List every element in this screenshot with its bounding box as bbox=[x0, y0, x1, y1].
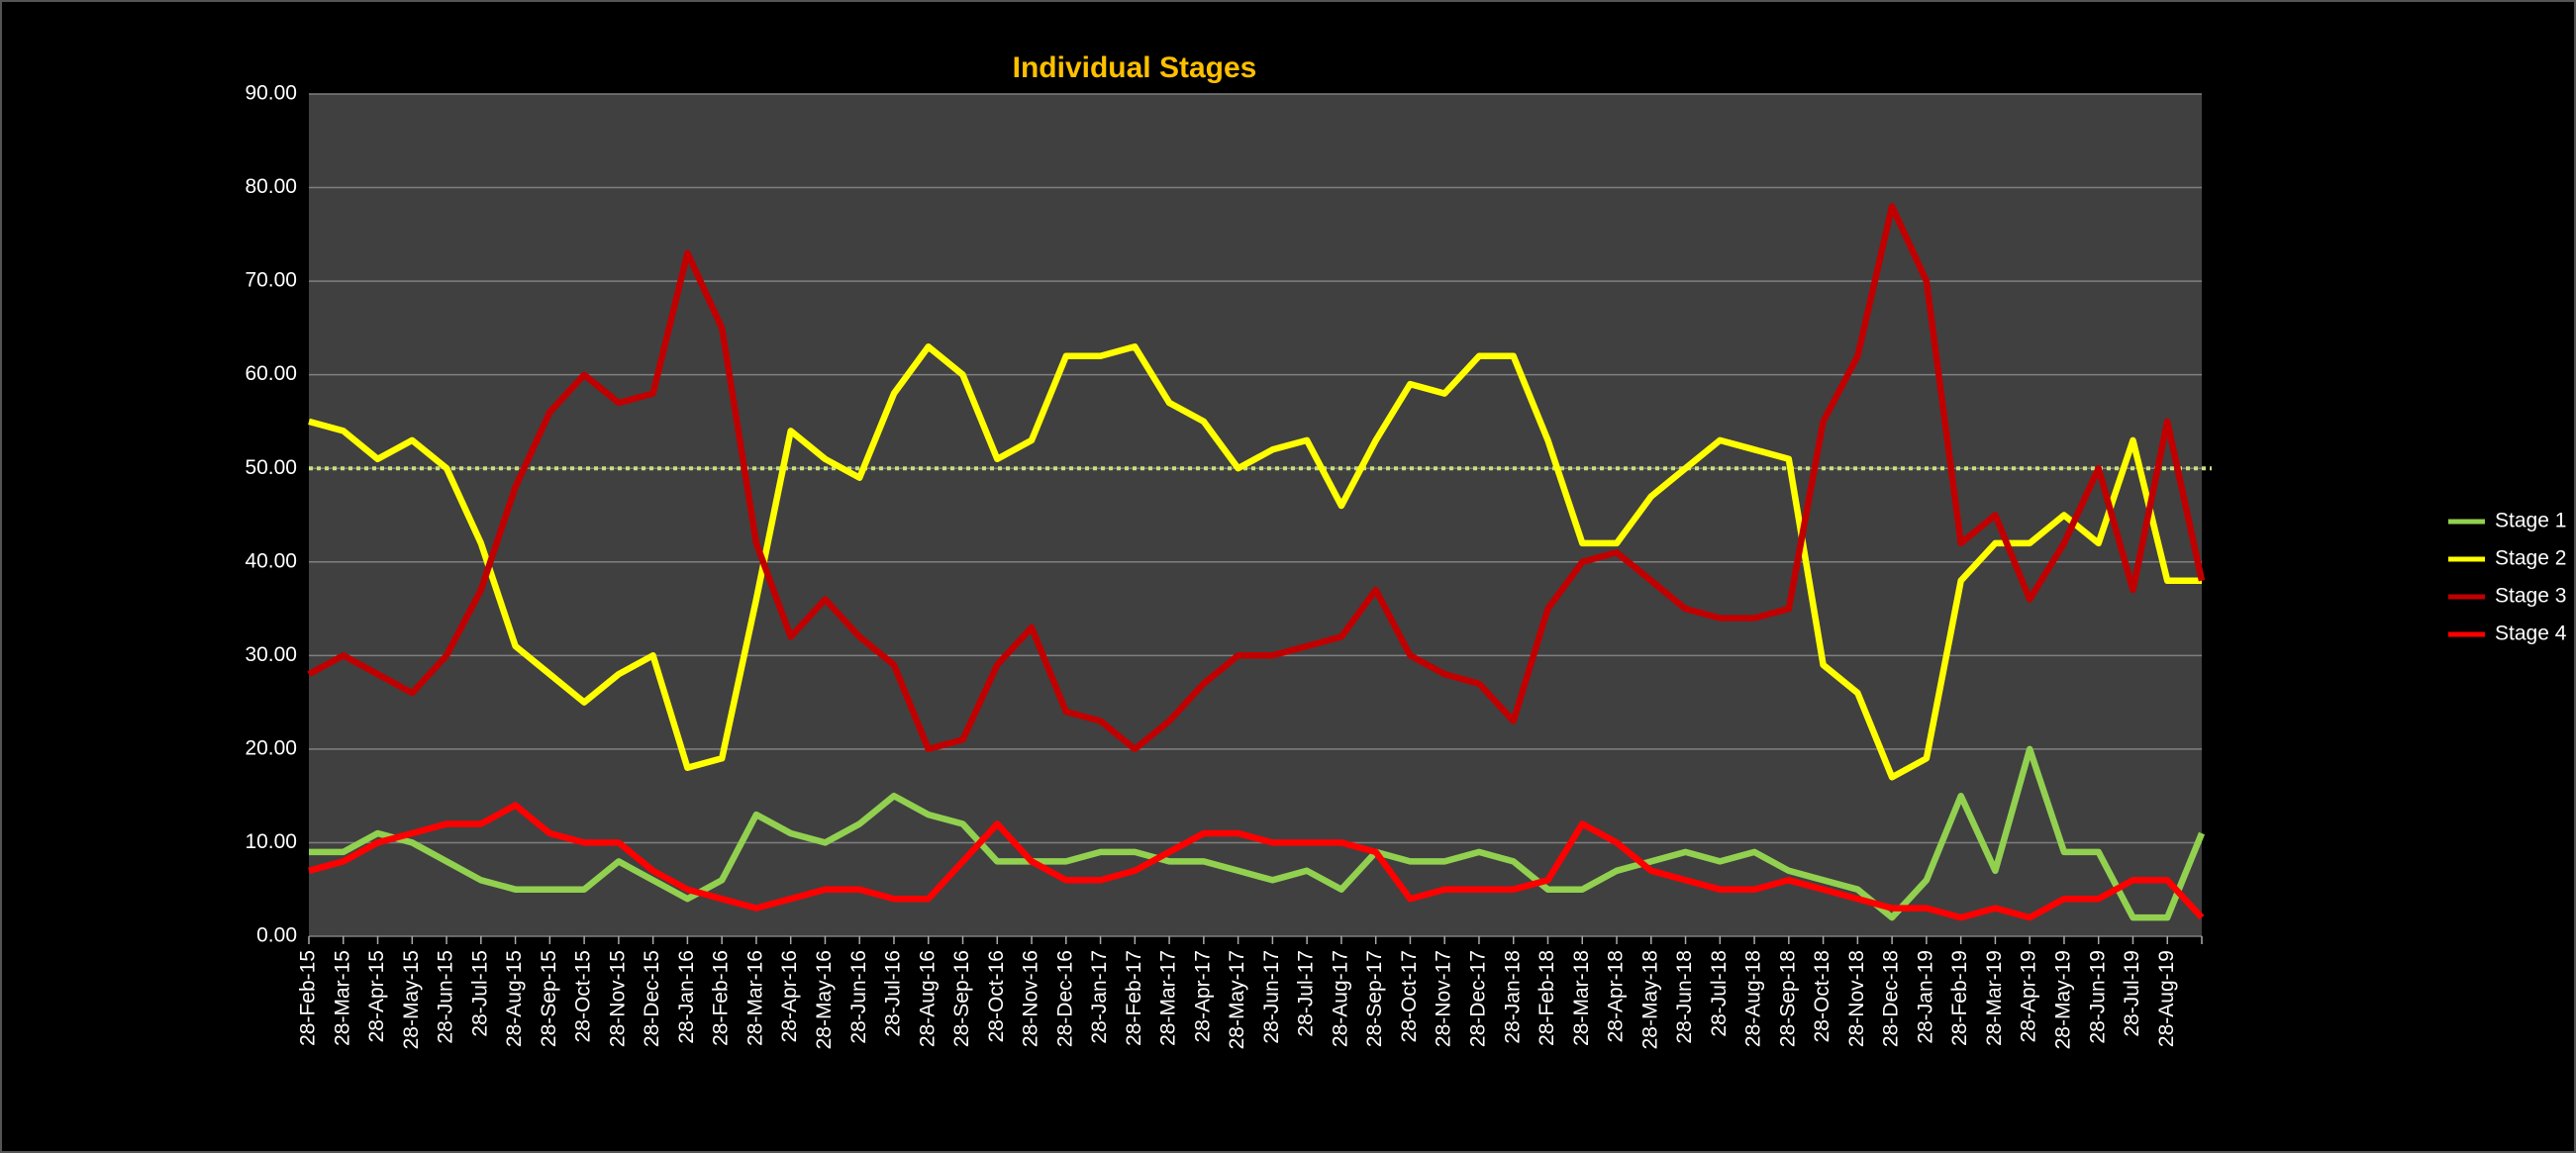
x-tick-label: 28-Jun-18 bbox=[1673, 950, 1696, 1044]
x-tick-label: 28-Jan-16 bbox=[675, 950, 698, 1044]
x-tick-label: 28-Dec-17 bbox=[1467, 950, 1490, 1047]
x-tick-label: 28-Apr-19 bbox=[2018, 950, 2040, 1042]
x-tick-label: 28-Feb-18 bbox=[1536, 950, 1558, 1046]
chart-title: Individual Stages bbox=[1013, 51, 1257, 84]
y-tick-label: 70.00 bbox=[245, 269, 297, 292]
x-tick-label: 28-May-17 bbox=[1226, 950, 1248, 1049]
y-tick-label: 50.00 bbox=[245, 456, 297, 479]
x-tick-label: 28-Oct-17 bbox=[1398, 950, 1421, 1042]
x-tick-label: 28-May-18 bbox=[1638, 950, 1661, 1049]
y-tick-label: 30.00 bbox=[245, 643, 297, 666]
y-tick-label: 90.00 bbox=[245, 82, 297, 105]
y-tick-label: 60.00 bbox=[245, 362, 297, 385]
x-tick-label: 28-Nov-16 bbox=[1020, 950, 1042, 1047]
x-tick-label: 28-Oct-16 bbox=[985, 950, 1008, 1042]
x-tick-label: 28-Jul-18 bbox=[1708, 950, 1731, 1037]
series-line bbox=[307, 203, 2206, 753]
x-tick-label: 28-Aug-19 bbox=[2155, 950, 2178, 1047]
x-tick-label: 28-Mar-18 bbox=[1570, 950, 1593, 1046]
x-tick-label: 28-Aug-15 bbox=[503, 950, 526, 1047]
x-tick-label: 28-Aug-16 bbox=[916, 950, 939, 1047]
x-tick-label: 28-Apr-16 bbox=[778, 950, 801, 1042]
x-tick-label: 28-Dec-15 bbox=[641, 950, 663, 1047]
y-tick-label: 20.00 bbox=[245, 736, 297, 759]
y-tick-label: 40.00 bbox=[245, 549, 297, 572]
x-tick-label: 28-Mar-17 bbox=[1157, 950, 1180, 1046]
x-tick-label: 28-May-15 bbox=[400, 950, 423, 1049]
x-tick-label: 28-Jul-19 bbox=[2121, 950, 2143, 1037]
y-tick-label: 80.00 bbox=[245, 175, 297, 198]
x-tick-label: 28-Oct-15 bbox=[572, 950, 595, 1042]
x-tick-label: 28-Jul-17 bbox=[1295, 950, 1318, 1037]
y-tick-label: 10.00 bbox=[245, 830, 297, 853]
series-line bbox=[309, 745, 2206, 921]
x-tick-label: 28-Feb-15 bbox=[297, 950, 320, 1046]
x-tick-label: 28-Aug-17 bbox=[1329, 950, 1351, 1047]
x-tick-label: 28-Jan-17 bbox=[1088, 950, 1111, 1044]
x-tick-label: 28-Jun-15 bbox=[435, 950, 457, 1044]
x-tick-label: 28-May-19 bbox=[2051, 950, 2074, 1049]
x-tick-label: 28-Aug-18 bbox=[1742, 950, 1765, 1047]
x-tick-label: 28-Sep-16 bbox=[950, 950, 973, 1047]
x-tick-label: 28-Sep-17 bbox=[1363, 950, 1386, 1047]
x-tick-label: 28-Nov-15 bbox=[606, 950, 629, 1047]
x-tick-label: 28-Apr-15 bbox=[365, 950, 388, 1042]
x-tick-label: 28-May-16 bbox=[813, 950, 836, 1049]
x-tick-label: 28-Jun-16 bbox=[847, 950, 870, 1044]
x-tick-label: 28-Sep-18 bbox=[1776, 950, 1799, 1047]
plot-area bbox=[309, 94, 2202, 936]
x-tick-label: 28-Feb-17 bbox=[1123, 950, 1145, 1046]
x-tick-label: 28-Dec-18 bbox=[1880, 950, 1903, 1047]
x-tick-label: 28-Sep-15 bbox=[538, 950, 560, 1047]
series-line bbox=[308, 343, 2202, 781]
x-tick-label: 28-Mar-16 bbox=[743, 950, 766, 1046]
legend-label: Stage 1 bbox=[2495, 510, 2566, 532]
x-tick-label: 28-Jan-19 bbox=[1914, 950, 1936, 1044]
x-tick-label: 28-Dec-16 bbox=[1053, 950, 1076, 1047]
x-tick-label: 28-Feb-19 bbox=[1948, 950, 1971, 1046]
x-tick-label: 28-Jul-16 bbox=[882, 950, 905, 1037]
y-tick-label: 0.00 bbox=[256, 924, 297, 947]
x-tick-label: 28-Apr-17 bbox=[1191, 950, 1214, 1042]
legend-label: Stage 4 bbox=[2495, 623, 2567, 645]
x-tick-label: 28-Mar-15 bbox=[331, 950, 353, 1046]
legend-label: Stage 3 bbox=[2495, 585, 2566, 608]
x-tick-label: 28-Mar-19 bbox=[1983, 950, 2006, 1046]
x-tick-label: 28-Jun-17 bbox=[1260, 950, 1283, 1044]
x-tick-label: 28-Jun-19 bbox=[2086, 950, 2109, 1044]
x-tick-label: 28-Jan-18 bbox=[1501, 950, 1524, 1044]
x-tick-label: 28-Jul-15 bbox=[468, 950, 491, 1037]
x-tick-label: 28-Feb-16 bbox=[710, 950, 733, 1046]
x-tick-label: 28-Nov-18 bbox=[1845, 950, 1868, 1047]
x-tick-label: 28-Apr-18 bbox=[1605, 950, 1628, 1042]
series-line bbox=[308, 802, 2205, 921]
legend-label: Stage 2 bbox=[2495, 547, 2566, 570]
x-tick-label: 28-Nov-17 bbox=[1433, 950, 1455, 1047]
x-tick-label: 28-Oct-18 bbox=[1811, 950, 1833, 1042]
